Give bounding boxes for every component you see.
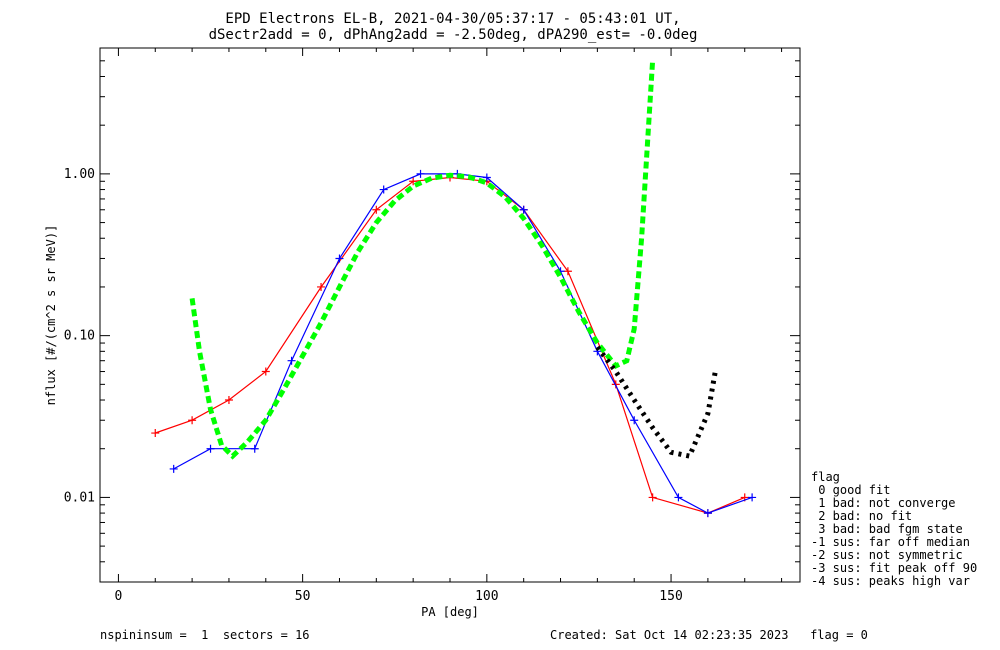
y-axis-label: nflux [#/(cm^2 s sr MeV)] xyxy=(44,225,58,406)
legend-title: flag xyxy=(811,470,840,484)
series-point xyxy=(748,493,757,502)
series-point xyxy=(206,444,215,453)
x-tick-label: 100 xyxy=(475,589,498,604)
legend-item: 1 bad: not converge xyxy=(811,496,956,510)
series-point xyxy=(169,464,178,473)
series-point xyxy=(482,173,491,182)
y-tick-label: 1.00 xyxy=(64,167,95,182)
series-point xyxy=(261,367,270,376)
legend-item: 2 bad: no fit xyxy=(811,509,912,523)
legend-item: 3 bad: bad fgm state xyxy=(811,522,963,536)
series-point xyxy=(703,509,712,518)
series-point xyxy=(648,493,657,502)
legend-item: -2 sus: not symmetric xyxy=(811,548,963,562)
series-point xyxy=(287,356,296,365)
series-point xyxy=(335,254,344,263)
series-point xyxy=(379,185,388,194)
chart-subtitle: dSectr2add = 0, dPhAng2add = -2.50deg, d… xyxy=(209,27,698,43)
data-layer xyxy=(151,60,757,518)
series-point xyxy=(519,205,528,214)
legend-item: -1 sus: far off median xyxy=(811,535,970,549)
series-point xyxy=(250,444,259,453)
legend-item: -3 sus: fit peak off 90 xyxy=(811,561,977,575)
series-point xyxy=(224,396,233,405)
series-point xyxy=(372,205,381,214)
legend-item: -4 sus: peaks high var xyxy=(811,574,970,588)
y-tick-label: 0.10 xyxy=(64,329,95,344)
series-line xyxy=(189,60,656,460)
series-group xyxy=(151,60,757,518)
series-point xyxy=(151,429,160,438)
axis-layer: 0 50 100 150 0.01 0.10 1.00 xyxy=(64,47,800,604)
legend-item: 0 good fit xyxy=(811,483,890,497)
plot-frame xyxy=(99,47,801,583)
series-line xyxy=(595,345,718,459)
series-point xyxy=(317,282,326,291)
series-point xyxy=(563,267,572,276)
x-tick-label: 150 xyxy=(659,589,682,604)
series-line xyxy=(155,176,745,514)
series-point xyxy=(188,416,197,425)
footer-left: nspininsum = 1 sectors = 16 xyxy=(100,628,310,642)
chart-title: EPD Electrons EL-B, 2021-04-30/05:37:17 … xyxy=(225,11,680,27)
x-axis-label: PA [deg] xyxy=(421,605,479,619)
y-tick-label: 0.01 xyxy=(64,490,95,505)
x-tick-label: 50 xyxy=(295,589,311,604)
series-point xyxy=(630,416,639,425)
series-point xyxy=(674,493,683,502)
series-point xyxy=(409,177,418,186)
flag-legend: flag 0 good fit 1 bad: not converge 2 ba… xyxy=(811,470,977,588)
footer-right: Created: Sat Oct 14 02:23:35 2023 flag =… xyxy=(550,628,868,642)
x-tick-label: 0 xyxy=(115,589,123,604)
series-point xyxy=(416,169,425,178)
series-line xyxy=(173,173,753,514)
series-point xyxy=(611,380,620,389)
